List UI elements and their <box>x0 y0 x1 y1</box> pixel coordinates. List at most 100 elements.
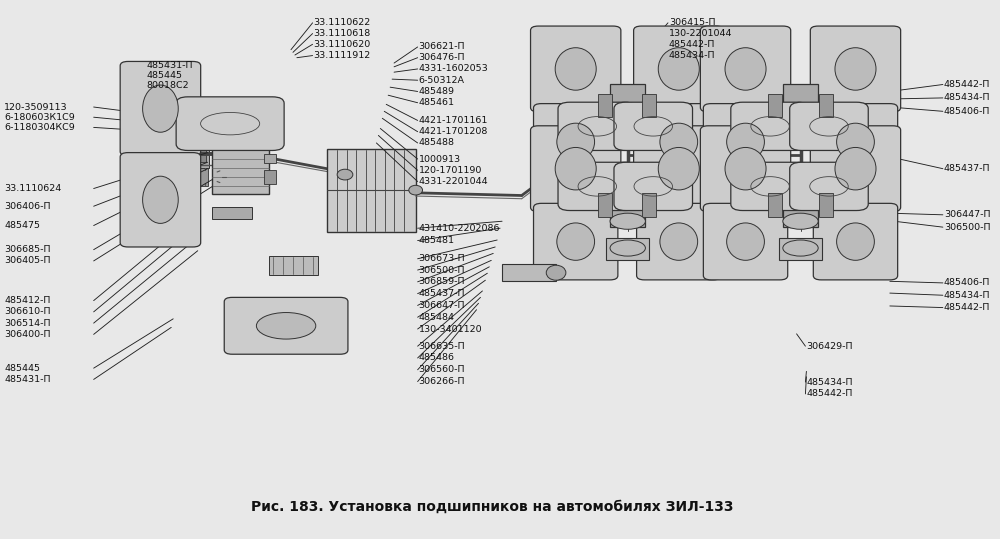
Text: 485431-П: 485431-П <box>4 375 51 384</box>
Text: 485434-П: 485434-П <box>669 51 715 60</box>
Ellipse shape <box>658 148 699 190</box>
Ellipse shape <box>725 148 766 190</box>
Text: 306405-П: 306405-П <box>4 257 51 265</box>
Bar <box>196 168 208 186</box>
Text: 120-1701190: 120-1701190 <box>419 166 482 175</box>
FancyBboxPatch shape <box>531 26 621 112</box>
Text: 4331-2201044: 4331-2201044 <box>419 177 488 186</box>
FancyBboxPatch shape <box>731 102 809 150</box>
Text: 306560-П: 306560-П <box>419 365 465 374</box>
FancyBboxPatch shape <box>558 162 637 211</box>
Ellipse shape <box>610 240 645 256</box>
Text: 485442-П: 485442-П <box>944 80 990 89</box>
FancyBboxPatch shape <box>700 26 791 112</box>
Ellipse shape <box>660 223 698 260</box>
Text: 485437-П: 485437-П <box>419 289 465 298</box>
Bar <box>783 184 818 226</box>
Bar <box>642 194 656 217</box>
Text: 306266-П: 306266-П <box>419 377 465 386</box>
Ellipse shape <box>783 240 818 256</box>
Text: 33.1110624: 33.1110624 <box>4 184 62 193</box>
FancyBboxPatch shape <box>637 203 721 280</box>
Bar <box>168 139 193 174</box>
FancyBboxPatch shape <box>637 103 721 180</box>
Ellipse shape <box>835 48 876 90</box>
Text: 485484: 485484 <box>419 313 455 322</box>
Text: 485445: 485445 <box>147 71 183 80</box>
FancyBboxPatch shape <box>614 162 693 211</box>
Bar <box>269 256 318 275</box>
Bar <box>642 94 656 117</box>
Text: 485442-П: 485442-П <box>806 389 853 398</box>
Text: 485412-П: 485412-П <box>4 296 51 305</box>
FancyBboxPatch shape <box>176 97 284 150</box>
Text: 130-2201044: 130-2201044 <box>669 29 732 38</box>
Text: 306400-П: 306400-П <box>4 330 51 339</box>
Bar <box>502 264 556 281</box>
Ellipse shape <box>409 185 423 195</box>
Bar <box>783 84 818 127</box>
Bar <box>610 84 645 127</box>
Ellipse shape <box>546 265 566 280</box>
Text: 485431-П: 485431-П <box>147 61 193 70</box>
Bar <box>196 146 206 162</box>
Text: 306673-П: 306673-П <box>419 254 465 263</box>
Bar <box>819 94 833 117</box>
Text: 33.1110622: 33.1110622 <box>314 18 371 27</box>
Text: 485437-П: 485437-П <box>944 164 990 173</box>
Ellipse shape <box>837 223 874 260</box>
FancyBboxPatch shape <box>790 102 868 150</box>
Ellipse shape <box>783 213 818 229</box>
Text: 485442-П: 485442-П <box>669 40 715 49</box>
Bar <box>768 194 782 217</box>
Text: 306514-П: 306514-П <box>4 319 51 328</box>
FancyBboxPatch shape <box>634 126 724 212</box>
Text: 306429-П: 306429-П <box>806 342 853 351</box>
FancyBboxPatch shape <box>810 126 901 212</box>
FancyBboxPatch shape <box>634 26 724 112</box>
Text: 4421-1701208: 4421-1701208 <box>419 127 488 136</box>
Text: 485434-П: 485434-П <box>806 378 853 386</box>
FancyBboxPatch shape <box>531 126 621 212</box>
Ellipse shape <box>660 123 698 161</box>
FancyBboxPatch shape <box>534 103 618 180</box>
Text: 485406-П: 485406-П <box>944 107 990 116</box>
Text: 306476-П: 306476-П <box>419 53 465 62</box>
Ellipse shape <box>557 123 595 161</box>
Ellipse shape <box>256 313 316 339</box>
Ellipse shape <box>555 148 596 190</box>
FancyBboxPatch shape <box>120 153 201 247</box>
FancyBboxPatch shape <box>534 203 618 280</box>
Bar <box>779 238 822 260</box>
Text: 33.1110620: 33.1110620 <box>314 40 371 49</box>
Ellipse shape <box>337 169 353 180</box>
Bar <box>768 94 782 117</box>
Ellipse shape <box>727 223 764 260</box>
Text: 306610-П: 306610-П <box>4 307 51 316</box>
Text: 485475: 485475 <box>4 221 40 230</box>
Text: 4421-1701161: 4421-1701161 <box>419 116 488 125</box>
FancyBboxPatch shape <box>810 26 901 112</box>
FancyBboxPatch shape <box>224 298 348 354</box>
Ellipse shape <box>837 123 874 161</box>
Bar <box>606 238 649 260</box>
Ellipse shape <box>658 48 699 90</box>
Text: 130-3401120: 130-3401120 <box>419 324 482 334</box>
Text: 485488: 485488 <box>419 139 455 148</box>
Text: 80018С2: 80018С2 <box>147 81 189 90</box>
Ellipse shape <box>143 85 178 132</box>
Text: 1000913: 1000913 <box>419 155 461 163</box>
Ellipse shape <box>725 48 766 90</box>
FancyBboxPatch shape <box>813 203 898 280</box>
Ellipse shape <box>555 48 596 90</box>
Ellipse shape <box>610 213 645 229</box>
Text: 306447-П: 306447-П <box>944 210 990 219</box>
Ellipse shape <box>143 176 178 223</box>
Text: 6-180603К1С9: 6-180603К1С9 <box>4 113 75 122</box>
Bar <box>264 170 276 184</box>
FancyBboxPatch shape <box>703 203 788 280</box>
Text: 485489: 485489 <box>419 87 455 96</box>
Bar <box>212 207 252 218</box>
Bar <box>819 194 833 217</box>
Text: 306621-П: 306621-П <box>419 43 465 51</box>
